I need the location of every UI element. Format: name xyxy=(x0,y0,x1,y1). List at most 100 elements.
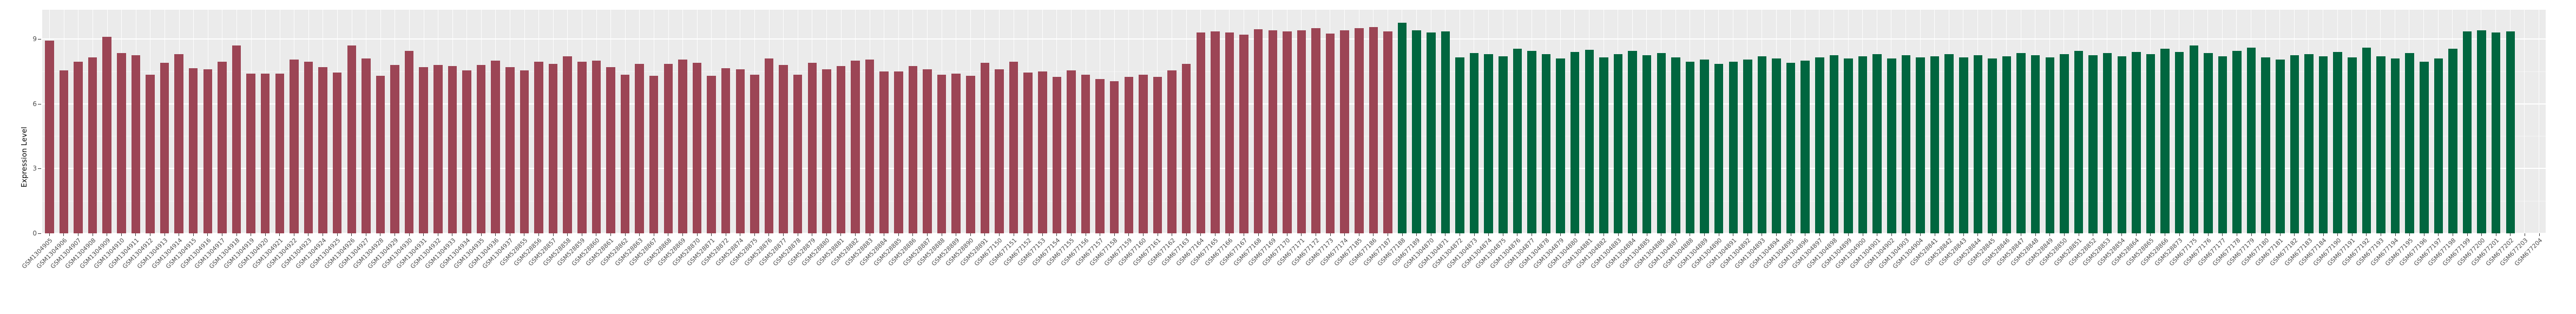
bar-slot[interactable] xyxy=(1007,10,1021,233)
bar[interactable] xyxy=(448,66,457,233)
bar[interactable] xyxy=(376,75,385,233)
bar-slot[interactable] xyxy=(2489,10,2503,233)
bar-slot[interactable] xyxy=(603,10,618,233)
bar[interactable] xyxy=(131,55,141,233)
bar-slot[interactable] xyxy=(1194,10,1208,233)
bar-slot[interactable] xyxy=(1582,10,1597,233)
bar-slot[interactable] xyxy=(546,10,561,233)
bar-slot[interactable] xyxy=(1151,10,1165,233)
bar-slot[interactable] xyxy=(877,10,891,233)
bar-slot[interactable] xyxy=(503,10,517,233)
bar[interactable] xyxy=(275,73,285,233)
bar-slot[interactable] xyxy=(575,10,589,233)
bar-slot[interactable] xyxy=(71,10,86,233)
bar[interactable] xyxy=(1167,70,1177,233)
bar-slot[interactable] xyxy=(805,10,819,233)
bar-slot[interactable] xyxy=(100,10,114,233)
bar-slot[interactable] xyxy=(2000,10,2014,233)
bar[interactable] xyxy=(174,54,183,233)
bar[interactable] xyxy=(246,73,255,233)
bar-slot[interactable] xyxy=(474,10,489,233)
bar-slot[interactable] xyxy=(2230,10,2244,233)
bar-slot[interactable] xyxy=(935,10,949,233)
bar[interactable] xyxy=(1757,56,1767,233)
bar[interactable] xyxy=(1038,71,1047,233)
bar[interactable] xyxy=(160,62,169,233)
bar[interactable] xyxy=(1700,59,1709,233)
bar[interactable] xyxy=(692,62,702,233)
bar[interactable] xyxy=(865,59,875,233)
bar[interactable] xyxy=(1311,28,1320,233)
bar[interactable] xyxy=(2477,30,2486,233)
bar[interactable] xyxy=(1858,56,1868,233)
bar-slot[interactable] xyxy=(1870,10,1884,233)
bar-slot[interactable] xyxy=(359,10,373,233)
bar-slot[interactable] xyxy=(229,10,244,233)
bar[interactable] xyxy=(520,70,529,233)
bar[interactable] xyxy=(2218,56,2227,233)
bar-slot[interactable] xyxy=(2460,10,2475,233)
bar-slot[interactable] xyxy=(2014,10,2028,233)
bar[interactable] xyxy=(1109,81,1119,233)
bar-slot[interactable] xyxy=(1899,10,1914,233)
bar[interactable] xyxy=(1685,61,1695,233)
bar[interactable] xyxy=(606,67,615,233)
bar-slot[interactable] xyxy=(1697,10,1712,233)
bar-slot[interactable] xyxy=(560,10,575,233)
bar[interactable] xyxy=(2535,36,2544,233)
bar[interactable] xyxy=(1585,49,1594,233)
bar-slot[interactable] xyxy=(2072,10,2086,233)
bar[interactable] xyxy=(980,62,990,233)
bar-slot[interactable] xyxy=(287,10,301,233)
bar-slot[interactable] xyxy=(762,10,777,233)
bar-slot[interactable] xyxy=(661,10,676,233)
bar[interactable] xyxy=(218,61,227,233)
bar[interactable] xyxy=(635,63,644,233)
bar-slot[interactable] xyxy=(1309,10,1323,233)
bar-slot[interactable] xyxy=(1223,10,1237,233)
bar-slot[interactable] xyxy=(1510,10,1525,233)
bar[interactable] xyxy=(592,60,601,233)
bar[interactable] xyxy=(721,68,731,233)
bar-slot[interactable] xyxy=(675,10,690,233)
bar-slot[interactable] xyxy=(42,10,57,233)
bar-slot[interactable] xyxy=(1928,10,1942,233)
bar-slot[interactable] xyxy=(445,10,460,233)
bar[interactable] xyxy=(2290,55,2299,233)
bar-slot[interactable] xyxy=(1553,10,1568,233)
bar-slot[interactable] xyxy=(301,10,316,233)
bar[interactable] xyxy=(2232,50,2242,233)
bar[interactable] xyxy=(2362,47,2371,233)
bar-slot[interactable] xyxy=(1654,10,1669,233)
bar[interactable] xyxy=(1225,32,1234,233)
bar-slot[interactable] xyxy=(2172,10,2187,233)
bar[interactable] xyxy=(735,69,745,233)
bar-slot[interactable] xyxy=(1179,10,1194,233)
bar[interactable] xyxy=(2520,35,2529,233)
bar-slot[interactable] xyxy=(2086,10,2100,233)
bar[interactable] xyxy=(2420,61,2429,233)
bar[interactable] xyxy=(1139,74,1148,233)
bar-slot[interactable] xyxy=(1942,10,1956,233)
bar-slot[interactable] xyxy=(2446,10,2460,233)
bar[interactable] xyxy=(1613,54,1623,233)
bar[interactable] xyxy=(1829,55,1839,233)
bar-slot[interactable] xyxy=(1438,10,1453,233)
bar[interactable] xyxy=(1570,51,1580,233)
bar[interactable] xyxy=(88,57,97,233)
bar[interactable] xyxy=(1081,74,1090,233)
bar[interactable] xyxy=(2174,51,2184,233)
bar[interactable] xyxy=(2117,56,2127,233)
bar-slot[interactable] xyxy=(517,10,532,233)
bar-slot[interactable] xyxy=(1409,10,1424,233)
bar[interactable] xyxy=(1397,22,1407,233)
bar[interactable] xyxy=(102,36,111,233)
bar-slot[interactable] xyxy=(2532,10,2546,233)
bar[interactable] xyxy=(1916,57,1925,233)
bar-slot[interactable] xyxy=(459,10,474,233)
bar[interactable] xyxy=(1469,53,1479,233)
bar[interactable] xyxy=(1268,30,1277,233)
bar[interactable] xyxy=(851,60,860,233)
bar-slot[interactable] xyxy=(2360,10,2374,233)
bar[interactable] xyxy=(1499,56,1508,233)
